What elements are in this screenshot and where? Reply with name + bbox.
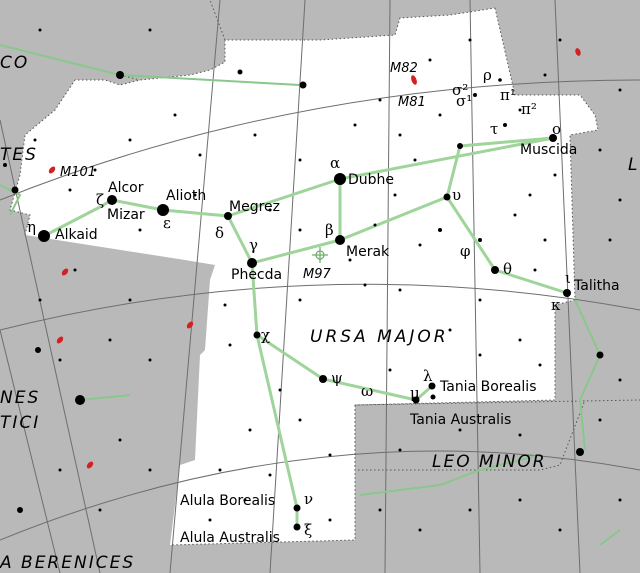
label-m81: M81 — [398, 95, 426, 110]
label-merak: Merak — [346, 244, 390, 260]
constellation-region — [10, 8, 598, 545]
greek-upsilon: υ — [452, 186, 461, 204]
faint-stars — [3, 28, 622, 532]
label-alula-australis: Alula Australis — [180, 530, 280, 546]
star-dubhe — [334, 173, 346, 185]
greek-nu: ν — [304, 490, 313, 508]
neighbor-tes: TES — [0, 145, 38, 165]
greek-rho: ρ — [483, 66, 492, 84]
label-m101: M101 — [60, 165, 96, 180]
greek-epsilon: ε — [163, 214, 171, 232]
star-neighbor-4 — [576, 448, 584, 456]
label-m97: M97 — [303, 267, 331, 282]
neighbor-leo-minor: LEO MINOR — [432, 452, 547, 472]
greek-iota: ι — [565, 269, 571, 287]
greek-omicron: ο — [552, 120, 561, 138]
star-muscida — [549, 134, 557, 142]
star-merak — [335, 235, 345, 245]
star-neighbor-2 — [299, 81, 307, 89]
label-dubhe: Dubhe — [348, 172, 394, 188]
label-alkaid: Alkaid — [55, 227, 98, 243]
label-m82: M82 — [390, 61, 418, 76]
greek-sigma2: σ² — [452, 81, 468, 99]
label-phecda: Phecda — [231, 267, 282, 283]
greek-lambda: λ — [423, 367, 433, 385]
greek-chi: χ — [261, 326, 270, 344]
star-alioth — [157, 204, 169, 216]
star-mizar — [107, 195, 117, 205]
neighbor-nes: NES — [0, 388, 40, 408]
greek-mu: μ — [410, 384, 420, 402]
star-megrez — [224, 212, 232, 220]
greek-omega: ω — [361, 382, 373, 400]
label-alioth: Alioth — [166, 188, 206, 204]
greek-sigma1: σ¹ — [456, 92, 472, 110]
neighbor-a-berenices: A BERENICES — [0, 553, 135, 573]
neighbor-co: CO — [0, 53, 29, 73]
greek-tau: τ — [490, 120, 498, 138]
galaxies — [48, 48, 581, 469]
star-tania-borealis — [428, 382, 436, 390]
greek-alpha: α — [330, 154, 340, 172]
greek-gamma: γ — [249, 236, 258, 254]
greek-pi1: π¹ — [500, 86, 516, 104]
label-muscida: Muscida — [520, 142, 577, 158]
greek-xi: ξ — [304, 521, 312, 539]
star-neighbor-1 — [116, 71, 124, 79]
m97-nebula-icon — [312, 247, 328, 263]
star-neighbor-5 — [596, 351, 604, 359]
label-tania-australis: Tania Australis — [409, 412, 511, 428]
greek-phi: φ — [460, 242, 471, 260]
label-alula-borealis: Alula Borealis — [180, 493, 275, 509]
star-chi — [253, 331, 261, 339]
greek-pi2: π² — [521, 100, 537, 118]
star-alula-borealis — [293, 504, 301, 512]
greek-beta: β — [325, 221, 334, 239]
greek-eta: η — [27, 218, 36, 236]
label-tania-borealis: Tania Borealis — [439, 379, 537, 395]
label-alcor: Alcor — [108, 180, 144, 196]
star-upsilon — [443, 193, 451, 201]
greek-theta: θ — [503, 260, 512, 278]
star-theta — [491, 266, 499, 274]
constellation-name: URSA MAJOR — [310, 327, 449, 347]
star-alula-australis — [293, 523, 301, 531]
star-talitha — [563, 289, 571, 297]
star-alkaid — [38, 230, 50, 242]
star-tania-australis — [412, 396, 420, 404]
star-psi — [319, 375, 327, 383]
bright-stars — [11, 71, 604, 531]
star-neighbor-3 — [75, 395, 85, 405]
label-megrez: Megrez — [229, 199, 280, 215]
greek-zeta: ζ — [96, 191, 104, 209]
neighbor-l: L — [628, 155, 639, 175]
neighbor-tici: TICI — [0, 413, 40, 433]
label-talitha: Talitha — [573, 278, 620, 294]
star-phecda — [247, 258, 257, 268]
greek-delta: δ — [215, 224, 224, 242]
label-mizar: Mizar — [107, 207, 145, 223]
star-neighbor-6 — [11, 186, 19, 194]
greek-psi: ψ — [331, 369, 343, 387]
greek-kappa: κ — [551, 296, 561, 314]
